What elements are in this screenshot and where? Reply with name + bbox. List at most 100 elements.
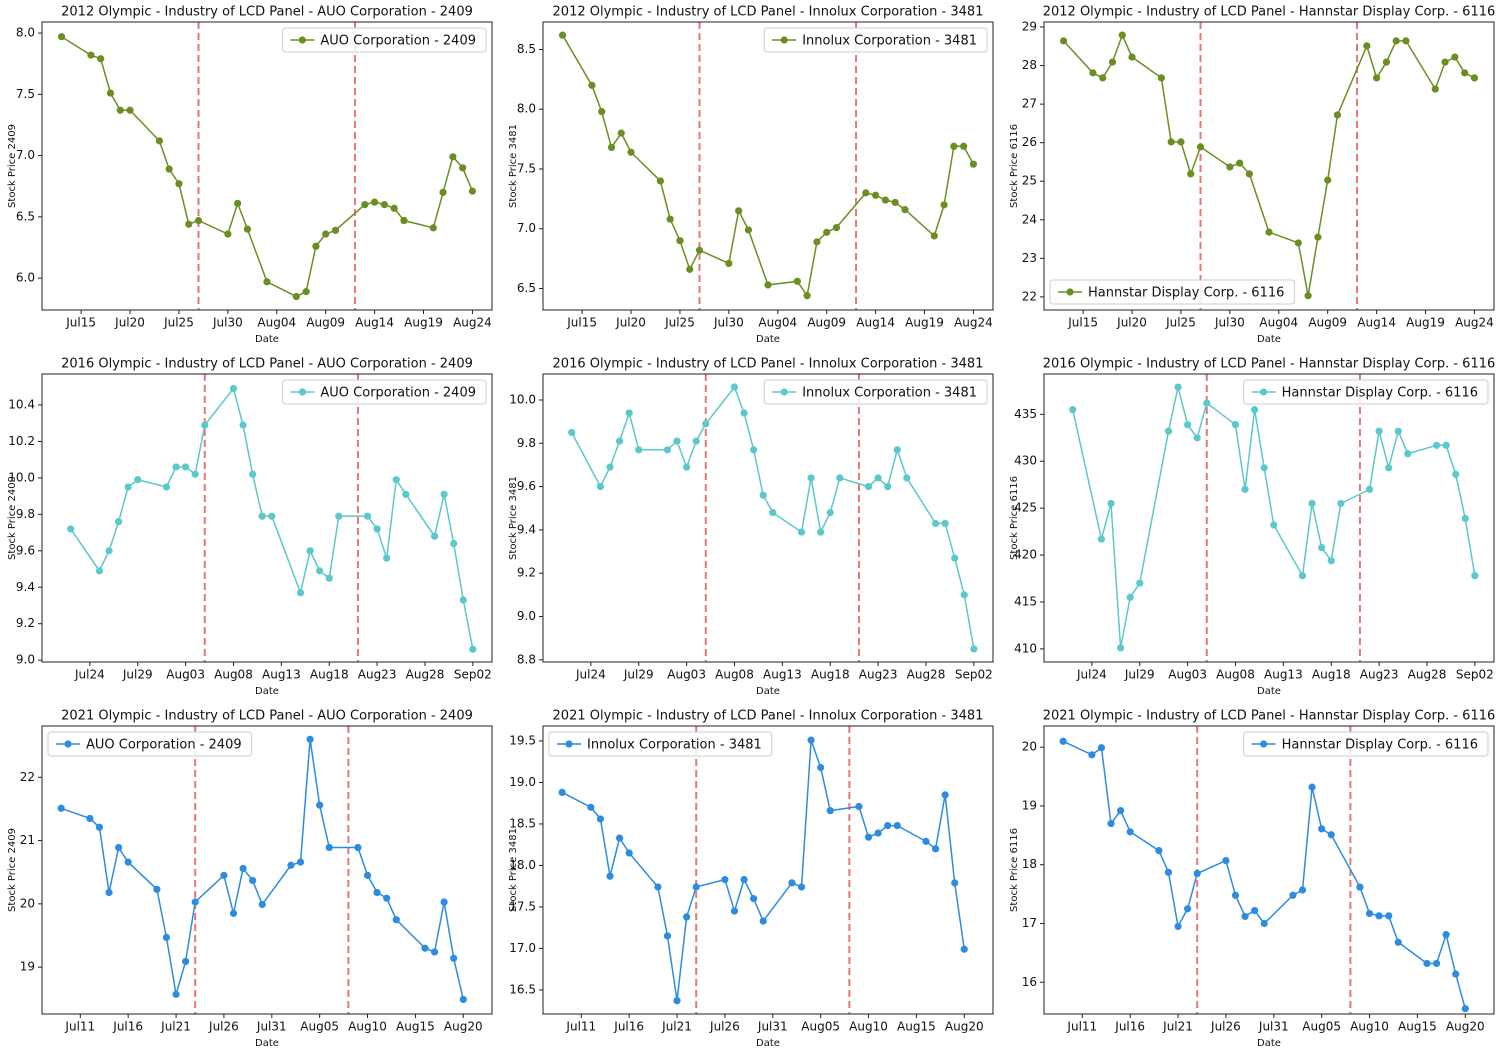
y-tick-label: 7.0 xyxy=(16,148,35,162)
data-point xyxy=(1099,74,1107,82)
data-point xyxy=(901,206,909,214)
plot-frame xyxy=(542,373,994,663)
legend-marker xyxy=(1260,388,1268,396)
data-point xyxy=(1324,176,1332,184)
data-point xyxy=(116,106,124,114)
data-point xyxy=(316,567,324,575)
data-point xyxy=(182,957,190,966)
data-point xyxy=(1107,499,1115,508)
x-tick-label: Jul11 xyxy=(565,1020,596,1034)
data-point xyxy=(797,528,806,536)
data-point xyxy=(817,763,825,772)
data-point xyxy=(1373,74,1381,82)
data-point xyxy=(1231,891,1240,899)
data-point xyxy=(1251,906,1259,915)
data-point xyxy=(134,476,142,484)
x-tick-label: Aug13 xyxy=(262,668,301,682)
y-tick-label: 6.5 xyxy=(517,281,536,295)
y-tick-label: 22 xyxy=(20,770,35,784)
plot-frame xyxy=(542,725,994,1015)
legend: Innolux Corporation - 3481 xyxy=(548,731,773,757)
data-point xyxy=(1452,970,1460,978)
y-tick-label: 6.0 xyxy=(16,271,35,285)
x-tick-label: Aug15 xyxy=(396,1020,435,1034)
legend: Innolux Corporation - 3481 xyxy=(763,27,988,53)
data-point xyxy=(615,834,624,842)
data-point xyxy=(951,554,959,562)
data-point xyxy=(1432,959,1441,968)
data-point xyxy=(874,829,882,837)
legend: AUO Corporation - 2409 xyxy=(281,27,487,53)
y-tick-label: 29 xyxy=(1022,20,1037,34)
data-point xyxy=(606,463,614,471)
legend-box xyxy=(763,379,988,405)
y-tick-label: 435 xyxy=(1014,407,1037,421)
y-tick-label: 22 xyxy=(1022,289,1037,303)
y-tick-label: 9.0 xyxy=(517,609,536,623)
data-point xyxy=(229,909,238,917)
legend-marker xyxy=(298,36,306,44)
x-tick-label: Aug28 xyxy=(406,668,445,682)
legend-box xyxy=(1243,731,1489,757)
data-point xyxy=(1385,464,1393,472)
legend-box xyxy=(548,731,773,757)
x-tick-label: Aug03 xyxy=(667,668,706,682)
chart-title: 2021 Olympic - Industry of LCD Panel - H… xyxy=(1043,709,1496,724)
data-point xyxy=(106,89,115,97)
data-point xyxy=(615,437,624,445)
data-point xyxy=(1333,111,1342,119)
series-line xyxy=(61,36,474,298)
x-tick-label: Aug14 xyxy=(355,316,394,330)
y-tick-label: 25 xyxy=(1022,174,1037,188)
data-point xyxy=(635,446,643,454)
data-point xyxy=(970,645,978,653)
data-point xyxy=(807,736,815,744)
y-axis-label: Stock Price 2409 xyxy=(7,124,18,208)
chart-title: 2016 Olympic - Industry of LCD Panel - H… xyxy=(1043,357,1496,372)
x-tick-label: Aug18 xyxy=(811,668,850,682)
data-point xyxy=(1289,891,1297,899)
data-point xyxy=(1461,1005,1469,1013)
data-point xyxy=(940,201,948,209)
y-tick-label: 23 xyxy=(1022,251,1037,265)
data-point xyxy=(97,55,105,63)
x-tick-label: Jul31 xyxy=(757,1020,788,1034)
data-point xyxy=(1394,427,1402,435)
data-point xyxy=(596,815,605,823)
data-point xyxy=(1442,441,1450,449)
data-point xyxy=(862,189,870,197)
data-point xyxy=(1236,159,1244,167)
data-point xyxy=(440,898,448,906)
data-point xyxy=(1308,783,1316,791)
data-point xyxy=(1069,406,1077,414)
data-point xyxy=(1392,37,1400,45)
x-tick-label: Jul25 xyxy=(163,316,194,330)
y-tick-label: 20 xyxy=(1022,740,1037,754)
data-point xyxy=(1365,485,1374,493)
data-point xyxy=(627,148,635,156)
y-tick-label: 430 xyxy=(1014,454,1037,468)
y-tick-label: 7.0 xyxy=(517,221,536,235)
x-tick-label: Jul20 xyxy=(615,316,646,330)
data-point xyxy=(383,554,391,562)
y-tick-label: 9.6 xyxy=(16,543,35,557)
x-axis-label: Date xyxy=(255,1038,279,1049)
data-point xyxy=(588,81,596,89)
x-tick-label: Aug14 xyxy=(856,316,895,330)
x-tick-label: Aug19 xyxy=(905,316,944,330)
data-point xyxy=(730,907,739,915)
y-tick-label: 19.0 xyxy=(509,775,536,789)
x-tick-label: Jul30 xyxy=(1214,316,1245,330)
legend: Innolux Corporation - 3481 xyxy=(763,379,988,405)
x-tick-label: Jul29 xyxy=(623,668,654,682)
y-tick-label: 9.2 xyxy=(517,566,536,580)
data-point xyxy=(400,216,408,225)
data-point xyxy=(1196,143,1205,151)
data-point xyxy=(823,228,831,236)
x-tick-label: Sep02 xyxy=(955,668,993,682)
data-point xyxy=(450,954,458,962)
x-tick-label: Aug20 xyxy=(945,1020,984,1034)
subplot: 2016 Olympic - Industry of LCD Panel - H… xyxy=(1009,357,1495,698)
data-point xyxy=(258,900,266,909)
data-point xyxy=(1294,239,1302,247)
